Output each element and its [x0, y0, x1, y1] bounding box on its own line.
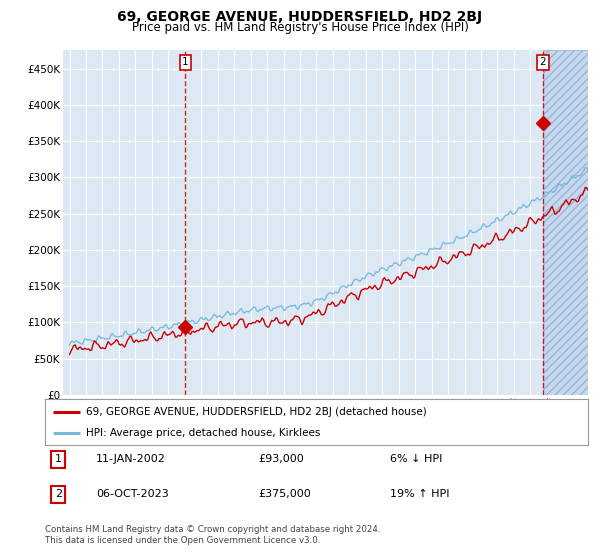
Bar	[543, 50, 588, 395]
Text: £375,000: £375,000	[258, 489, 311, 500]
Text: 6% ↓ HPI: 6% ↓ HPI	[390, 454, 442, 464]
Text: £93,000: £93,000	[258, 454, 304, 464]
Text: 11-JAN-2002: 11-JAN-2002	[96, 454, 166, 464]
Text: 06-OCT-2023: 06-OCT-2023	[96, 489, 169, 500]
Text: 19% ↑ HPI: 19% ↑ HPI	[390, 489, 449, 500]
Text: Price paid vs. HM Land Registry's House Price Index (HPI): Price paid vs. HM Land Registry's House …	[131, 21, 469, 34]
Text: 1: 1	[182, 57, 189, 67]
Text: 69, GEORGE AVENUE, HUDDERSFIELD, HD2 2BJ (detached house): 69, GEORGE AVENUE, HUDDERSFIELD, HD2 2BJ…	[86, 407, 427, 417]
Text: 69, GEORGE AVENUE, HUDDERSFIELD, HD2 2BJ: 69, GEORGE AVENUE, HUDDERSFIELD, HD2 2BJ	[118, 10, 482, 24]
Text: 2: 2	[539, 57, 546, 67]
Text: 1: 1	[55, 454, 62, 464]
Text: 2: 2	[55, 489, 62, 500]
Bar	[543, 50, 588, 395]
Text: Contains HM Land Registry data © Crown copyright and database right 2024.
This d: Contains HM Land Registry data © Crown c…	[45, 525, 380, 545]
Text: HPI: Average price, detached house, Kirklees: HPI: Average price, detached house, Kirk…	[86, 428, 320, 438]
